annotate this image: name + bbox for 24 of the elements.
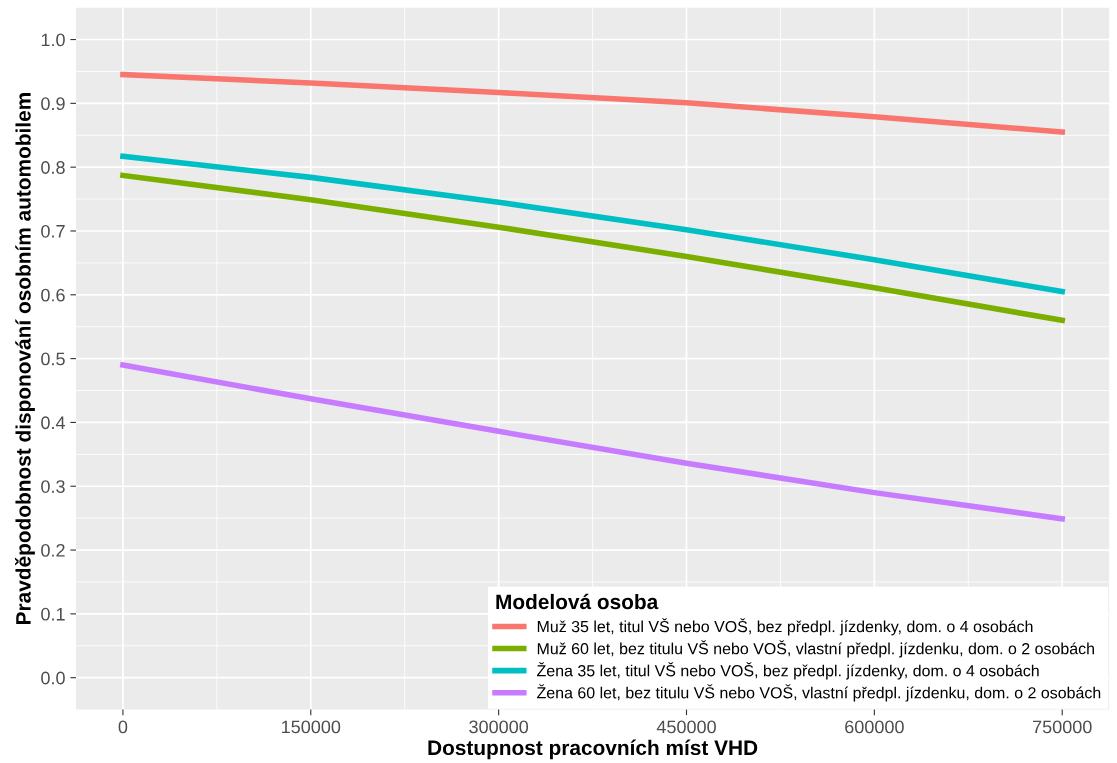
legend-label: Žena 35 let, titul VŠ nebo VOŠ, bez předpl. jízdenky, dom. o 4 osobách bbox=[537, 662, 1039, 680]
x-tick-label: 300000 bbox=[469, 720, 529, 734]
y-tick-label: 0.9 bbox=[41, 97, 65, 111]
x-tick-label: 450000 bbox=[656, 720, 716, 734]
y-tick-label: 0.5 bbox=[41, 352, 65, 366]
y-tick-label: 0.7 bbox=[41, 224, 65, 238]
legend-title: Modelová osoba bbox=[496, 593, 659, 610]
x-tick-label: 750000 bbox=[1033, 720, 1092, 734]
x-axis-title: Dostupnost pracovních míst VHD bbox=[428, 739, 758, 760]
x-tick-label: 150000 bbox=[282, 720, 341, 734]
y-tick-label: 1.0 bbox=[41, 33, 65, 47]
y-tick-label: 0.0 bbox=[41, 671, 65, 685]
y-tick-label: 0.2 bbox=[41, 543, 65, 557]
y-tick-label: 0.8 bbox=[41, 161, 65, 174]
legend-label: Muž 35 let, titul VŠ nebo VOŠ, bez předpl. jízdenky, dom. o 4 osobách bbox=[537, 618, 1033, 636]
x-tick-label: 0 bbox=[118, 720, 128, 734]
y-axis-title: Pravděpodobnost disponování osobním automobilem bbox=[15, 93, 35, 624]
legend-label: Žena 60 let, bez titulu VŠ nebo VOŠ, vlastní předpl. jízdenku, dom. o 2 osobách bbox=[537, 684, 1101, 702]
y-tick-label: 0.6 bbox=[41, 288, 65, 302]
x-tick-label: 600000 bbox=[845, 720, 904, 734]
y-tick-label: 0.3 bbox=[41, 480, 65, 493]
y-tick-label: 0.4 bbox=[41, 416, 66, 430]
legend-label: Muž 60 let, bez titulu VŠ nebo VOŠ, vlastní předpl. jízdenku, dom. o 2 osobách bbox=[537, 640, 1094, 658]
y-tick-label: 0.1 bbox=[41, 607, 65, 621]
